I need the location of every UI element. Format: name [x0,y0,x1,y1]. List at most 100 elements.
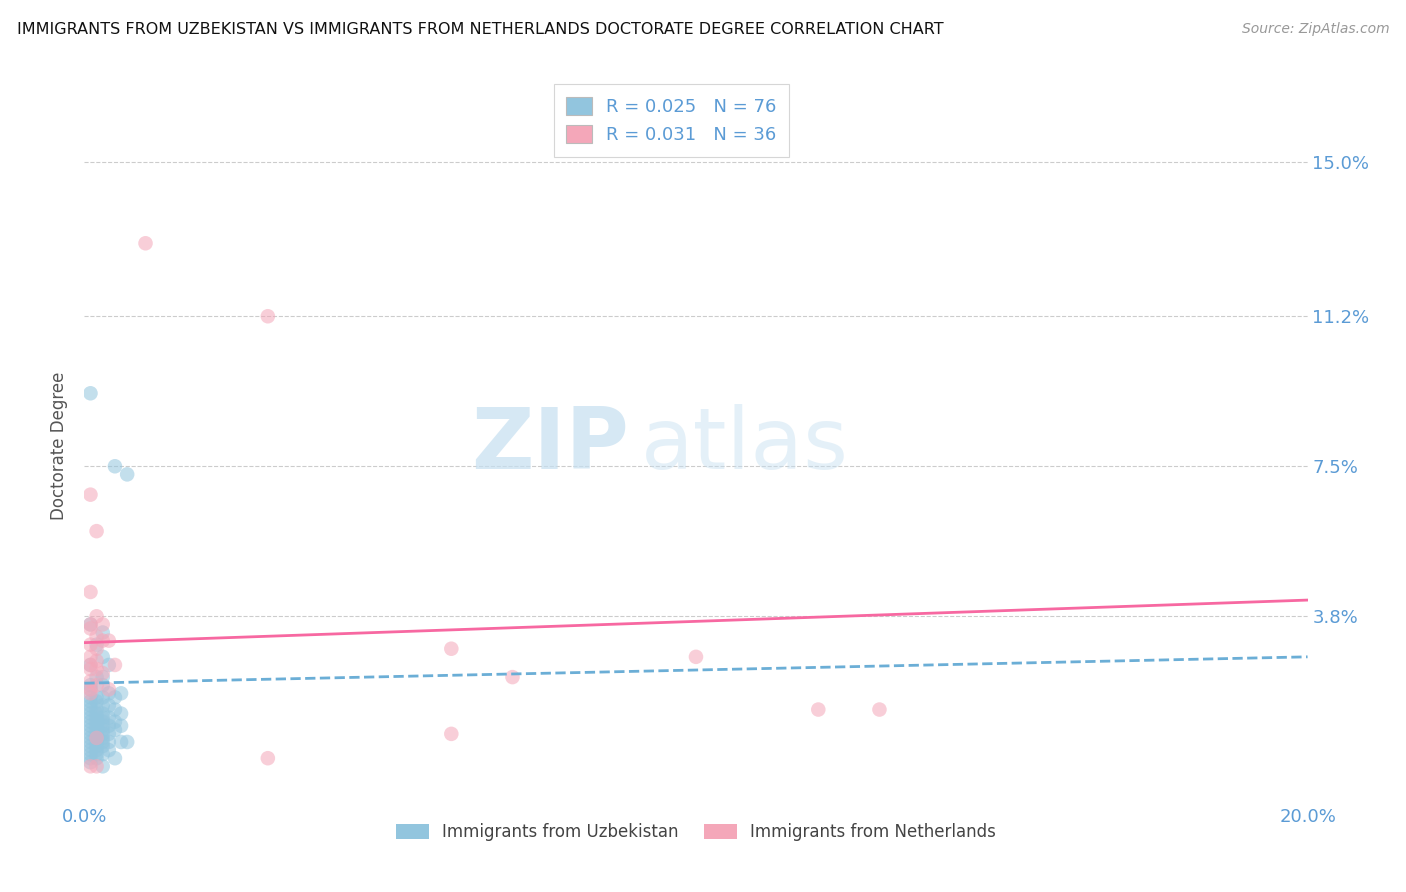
Point [79,711,101,725]
Point [79,739,101,753]
Point [79,649,101,664]
Point [79,657,101,672]
Point [86,654,108,668]
Point [807,702,830,716]
Point [91,617,114,632]
Point [79,702,101,716]
Point [86,719,108,733]
Point [91,711,114,725]
Point [86,670,108,684]
Text: atlas: atlas [641,404,849,488]
Point [91,678,114,692]
Point [257,310,280,324]
Point [97,711,120,725]
Point [91,739,114,753]
Point [97,719,120,733]
Point [86,662,108,676]
Point [79,719,101,733]
Point [79,751,101,765]
Point [440,727,463,741]
Point [91,666,114,681]
Point [91,625,114,640]
Point [79,694,101,708]
Point [79,756,101,770]
Point [86,702,108,716]
Point [86,690,108,705]
Point [110,686,132,700]
Point [79,622,101,636]
Point [79,714,101,729]
Y-axis label: Doctorate Degree: Doctorate Degree [51,372,69,520]
Point [86,609,108,624]
Point [86,711,108,725]
Text: Source: ZipAtlas.com: Source: ZipAtlas.com [1241,22,1389,37]
Point [86,751,108,765]
Point [115,467,138,482]
Point [97,686,120,700]
Point [79,617,101,632]
Point [91,649,114,664]
Point [86,630,108,644]
Point [86,723,108,737]
Point [104,459,127,474]
Point [91,723,114,737]
Point [79,690,101,705]
Point [79,617,101,632]
Point [86,694,108,708]
Point [79,735,101,749]
Point [86,731,108,745]
Point [104,714,127,729]
Point [79,759,101,773]
Legend: Immigrants from Uzbekistan, Immigrants from Netherlands: Immigrants from Uzbekistan, Immigrants f… [389,817,1002,848]
Point [135,236,157,251]
Point [86,706,108,721]
Point [104,723,127,737]
Text: IMMIGRANTS FROM UZBEKISTAN VS IMMIGRANTS FROM NETHERLANDS DOCTORATE DEGREE CORRE: IMMIGRANTS FROM UZBEKISTAN VS IMMIGRANTS… [17,22,943,37]
Point [440,641,463,656]
Point [869,702,891,716]
Point [110,719,132,733]
Point [685,649,707,664]
Point [79,731,101,745]
Point [86,714,108,729]
Point [79,698,101,713]
Point [79,678,101,692]
Point [91,714,114,729]
Point [86,739,108,753]
Point [110,735,132,749]
Point [104,690,127,705]
Point [79,638,101,652]
Point [79,682,101,697]
Point [115,735,138,749]
Point [86,743,108,757]
Point [91,690,114,705]
Point [110,706,132,721]
Point [104,702,127,716]
Point [502,670,524,684]
Point [97,735,120,749]
Point [79,743,101,757]
Point [97,657,120,672]
Point [257,751,280,765]
Point [79,706,101,721]
Point [86,735,108,749]
Point [79,662,101,676]
Point [91,727,114,741]
Point [97,698,120,713]
Point [86,731,108,745]
Point [91,698,114,713]
Point [79,723,101,737]
Point [97,633,120,648]
Point [79,585,101,599]
Point [79,386,101,401]
Point [79,727,101,741]
Point [79,488,101,502]
Point [91,719,114,733]
Point [86,678,108,692]
Point [104,657,127,672]
Point [79,657,101,672]
Point [86,759,108,773]
Point [91,706,114,721]
Point [91,759,114,773]
Point [86,641,108,656]
